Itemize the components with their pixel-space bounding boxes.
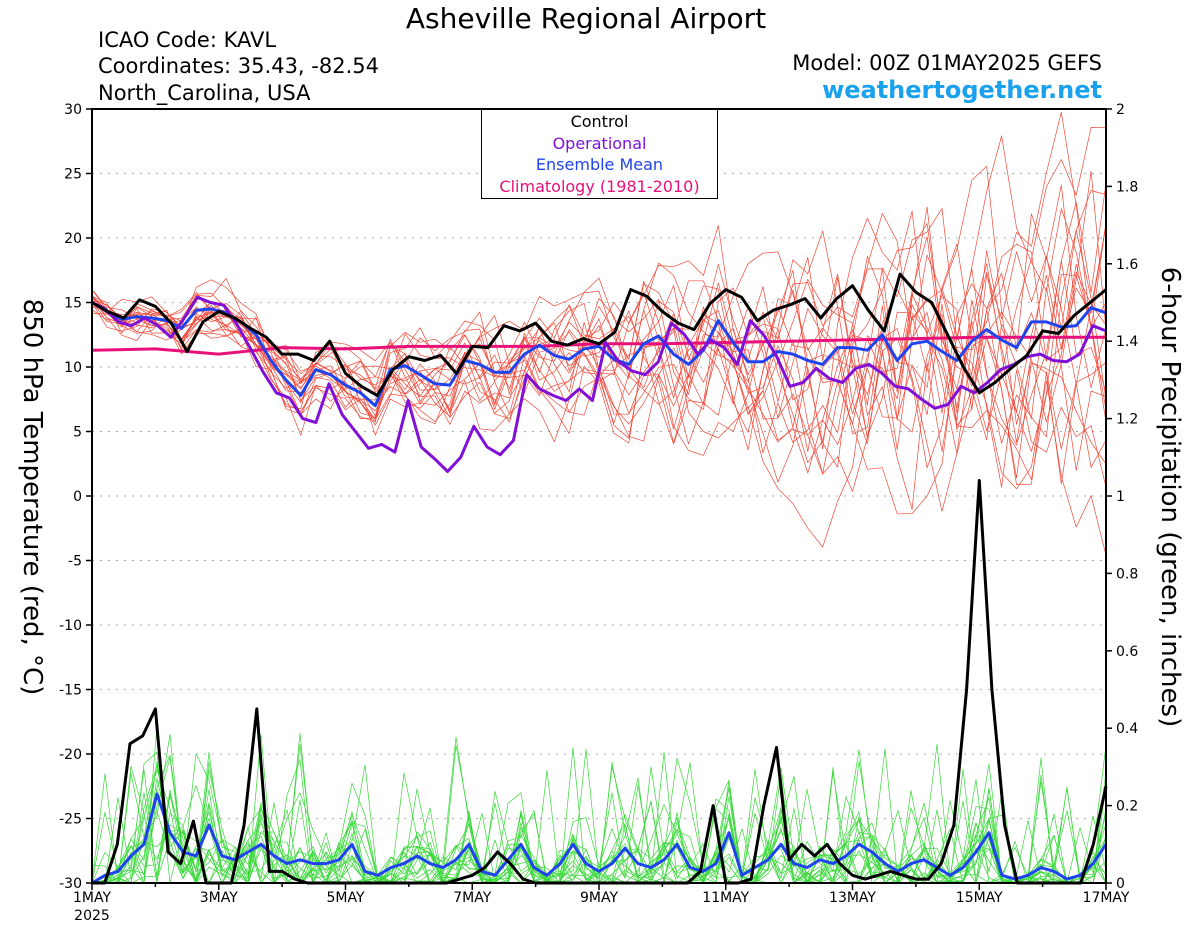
- left-tick-label: 15: [64, 296, 82, 312]
- ensemble-member-precip-line: [91, 787, 1107, 884]
- right-tick-label: 0.6: [1116, 644, 1138, 660]
- legend-climatology: Climatology (1981-2010): [499, 176, 700, 196]
- right-tick-label: 0.2: [1116, 799, 1138, 815]
- ensemble-member-precip-line: [91, 734, 1107, 884]
- right-axis-title: 6-hour Precipitation (green, inches): [1155, 266, 1185, 728]
- right-tick-label: 1: [1116, 489, 1125, 505]
- left-tick-label: -30: [59, 876, 82, 892]
- right-tick-label: 1.8: [1116, 179, 1138, 195]
- ensemble-members-precipitation: [91, 725, 1107, 884]
- legend-control: Control: [570, 112, 629, 131]
- highlighted-series: [91, 272, 1108, 885]
- left-tick-label: 5: [73, 425, 82, 441]
- x-tick-label: 9MAY: [580, 890, 618, 906]
- left-tick-label: -10: [59, 618, 82, 634]
- x-tick-label: 1MAY: [73, 890, 111, 906]
- control-temperature-line: [91, 272, 1107, 397]
- left-tick-label: 25: [64, 167, 82, 183]
- right-tick-label: 0.8: [1116, 566, 1138, 582]
- location: North_Carolina, USA: [98, 81, 311, 105]
- axis-ticks: 302520151050-5-10-15-20-25-3021.81.61.41…: [59, 102, 1138, 924]
- x-tick-label: 17MAY: [1083, 890, 1130, 906]
- legend: Control Operational Ensemble Mean Climat…: [481, 109, 718, 199]
- left-tick-label: -5: [68, 554, 82, 570]
- icao-code: ICAO Code: KAVL: [98, 28, 277, 52]
- left-tick-label: 30: [64, 102, 82, 118]
- left-axis-title: 850 hPa Temperature (red, °C): [17, 298, 47, 696]
- right-tick-label: 2: [1116, 102, 1125, 118]
- coordinates: Coordinates: 35.43, -82.54: [98, 54, 379, 78]
- ensemble-member-precip-line: [91, 733, 1107, 884]
- left-tick-label: 10: [64, 360, 82, 376]
- left-tick-label: -25: [59, 812, 82, 828]
- site-link[interactable]: weathertogether.net: [822, 76, 1102, 104]
- right-tick-label: 0.4: [1116, 721, 1138, 737]
- right-tick-label: 0: [1116, 876, 1125, 892]
- x-tick-label: 15MAY: [956, 890, 1003, 906]
- right-tick-label: 1.4: [1116, 334, 1138, 350]
- x-year-label: 2025: [74, 908, 110, 924]
- operational-temperature-line: [91, 295, 1107, 473]
- left-tick-label: 20: [64, 231, 82, 247]
- x-tick-label: 7MAY: [453, 890, 491, 906]
- model-run: Model: 00Z 01MAY2025 GEFS: [792, 51, 1102, 75]
- left-tick-label: -20: [59, 747, 82, 763]
- control-precip-line: [92, 479, 1108, 885]
- x-tick-label: 11MAY: [702, 890, 749, 906]
- ensemble-member-temperature-line: [91, 262, 1107, 512]
- left-tick-label: 0: [73, 489, 82, 505]
- right-tick-label: 1.6: [1116, 257, 1138, 273]
- ensemble-member-temperature-line: [91, 135, 1107, 444]
- ensemble-member-precip-line: [92, 784, 1107, 884]
- ensemble-member-temperature-line: [91, 184, 1107, 456]
- x-tick-label: 3MAY: [200, 890, 238, 906]
- legend-operational: Operational: [552, 133, 647, 153]
- right-tick-label: 1.2: [1116, 412, 1138, 428]
- left-tick-label: -15: [59, 683, 82, 699]
- x-tick-label: 13MAY: [829, 890, 876, 906]
- ensemble-member-temperature-line: [91, 190, 1107, 451]
- grid-lines: [92, 173, 1106, 819]
- page-title: Asheville Regional Airport: [405, 2, 767, 35]
- ensemble-member-temperature-line: [91, 243, 1107, 515]
- x-tick-label: 5MAY: [326, 890, 364, 906]
- legend-ensemble-mean: Ensemble Mean: [535, 155, 664, 174]
- ensemble-mean-temperature-line: [91, 301, 1107, 408]
